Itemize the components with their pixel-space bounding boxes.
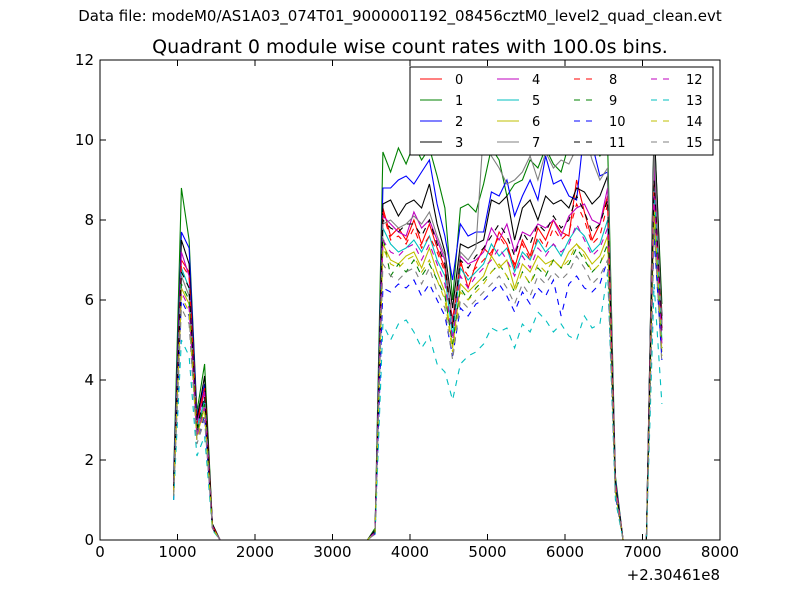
x-tick-label: 3000 <box>313 543 351 561</box>
series-line-11 <box>173 179 663 541</box>
series-line-8 <box>173 183 663 541</box>
legend-label-14: 14 <box>686 115 703 130</box>
series-line-10 <box>173 235 663 541</box>
legend-label-8: 8 <box>609 73 617 88</box>
series-line-14 <box>173 215 663 541</box>
y-tick-label: 10 <box>75 131 94 149</box>
y-tick-label: 6 <box>84 291 94 309</box>
legend-label-4: 4 <box>532 73 540 88</box>
legend-label-2: 2 <box>455 115 463 130</box>
chart-title: Quadrant 0 module wise count rates with … <box>152 36 668 58</box>
x-tick-label: 7000 <box>623 543 661 561</box>
legend-label-13: 13 <box>686 94 703 109</box>
y-tick-label: 0 <box>84 531 94 549</box>
legend-box <box>409 66 714 156</box>
y-tick-label: 2 <box>84 451 94 469</box>
x-tick-label: 1000 <box>158 543 196 561</box>
x-tick-label: 8000 <box>701 543 739 561</box>
figure-suptitle: Data file: modeM0/AS1A03_074T01_90000011… <box>78 7 722 25</box>
y-tick-label: 8 <box>84 211 94 229</box>
x-tick-label: 6000 <box>546 543 584 561</box>
series-line-12 <box>173 195 663 541</box>
legend-label-3: 3 <box>455 136 463 151</box>
series-line-5 <box>173 187 663 541</box>
legend-label-6: 6 <box>532 115 540 130</box>
series-line-6 <box>173 207 663 541</box>
legend-label-7: 7 <box>532 136 540 151</box>
series-line-2 <box>173 126 663 541</box>
y-tick-label: 4 <box>84 371 94 389</box>
series-line-3 <box>173 123 663 541</box>
legend-label-10: 10 <box>609 115 626 130</box>
series-line-1 <box>173 127 663 541</box>
series-line-9 <box>173 211 663 541</box>
x-offset-label: +2.30461e8 <box>627 566 720 584</box>
x-tick-label: 2000 <box>236 543 274 561</box>
legend-label-9: 9 <box>609 94 617 109</box>
legend-label-0: 0 <box>455 73 463 88</box>
legend-label-11: 11 <box>609 136 626 151</box>
series-layer <box>173 123 663 541</box>
legend-label-1: 1 <box>455 94 463 109</box>
x-tick-label: 4000 <box>391 543 429 561</box>
tick-layer: 0 1000 2000 3000 4000 5000 6000 7000 80000246810… <box>75 51 739 561</box>
legend-label-5: 5 <box>532 94 540 109</box>
series-line-15 <box>173 227 663 541</box>
legend-label-15: 15 <box>686 136 703 151</box>
legend-label-12: 12 <box>686 73 703 88</box>
x-tick-label: 5000 <box>468 543 506 561</box>
series-line-13 <box>173 271 663 541</box>
x-tick-label: 0 <box>95 543 105 561</box>
y-tick-label: 12 <box>75 51 94 69</box>
series-line-7 <box>173 127 663 541</box>
